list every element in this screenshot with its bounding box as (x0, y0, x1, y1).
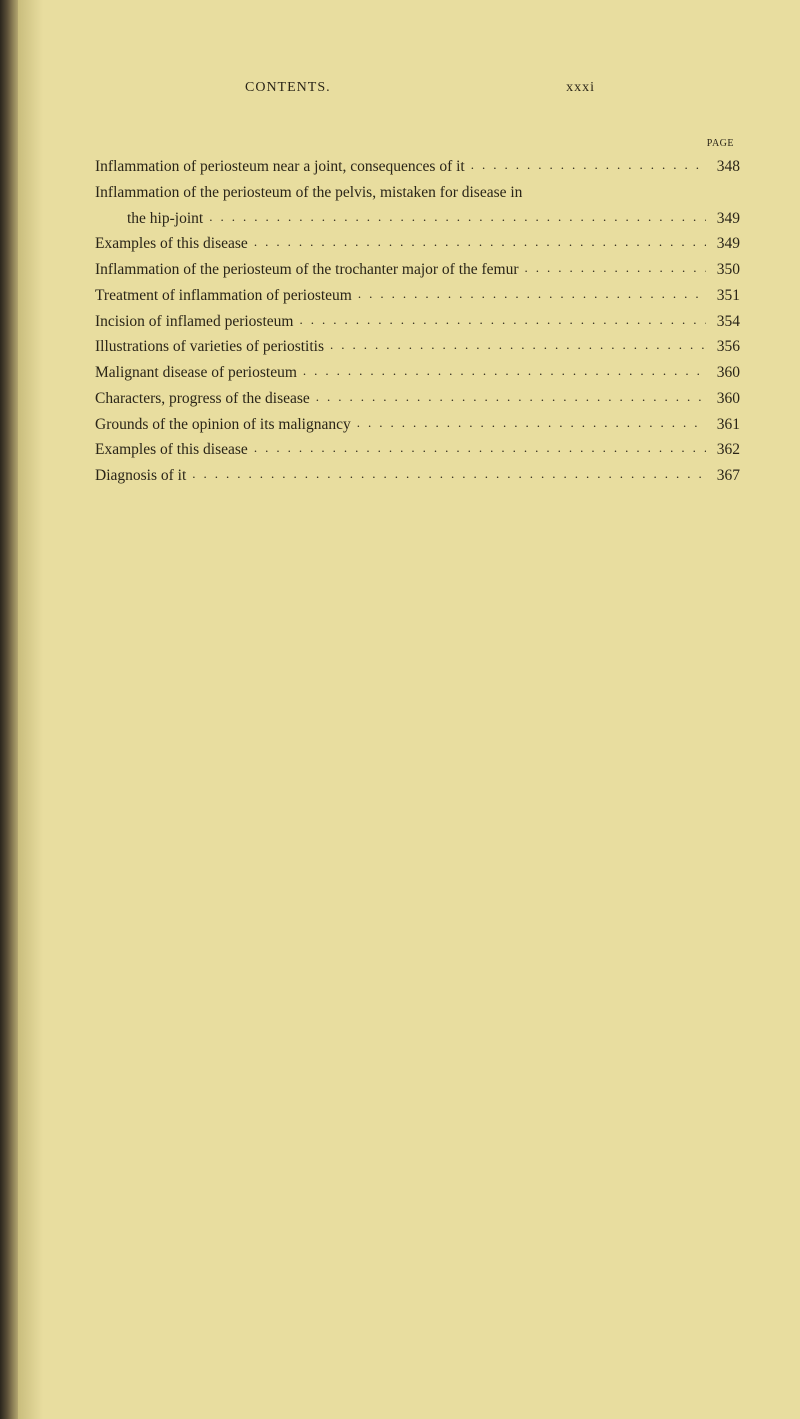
toc-entry: the hip-joint...........................… (95, 207, 740, 230)
toc-entry-text: Inflammation of the periosteum of the tr… (95, 258, 519, 281)
toc-entry-text: Malignant disease of periosteum (95, 361, 297, 384)
toc-leader-dots: ........................................… (248, 438, 706, 458)
toc-entry-page: 349 (706, 232, 740, 255)
toc-entry-page: 348 (706, 155, 740, 178)
toc-entry-page: 362 (706, 438, 740, 461)
toc-entry-text: Grounds of the opinion of its malignancy (95, 413, 351, 436)
toc-entry-text: Characters, progress of the disease (95, 387, 310, 410)
toc-entry-page: 349 (706, 207, 740, 230)
header-row: CONTENTS. xxxi (95, 80, 740, 96)
toc-entry: Inflammation of the periosteum of the tr… (95, 258, 740, 281)
toc-leader-dots: ........................................… (293, 310, 706, 330)
toc-entry-text: Inflammation of periosteum near a joint,… (95, 155, 465, 178)
page-column-label: PAGE (95, 138, 740, 149)
toc-entry: Inflammation of periosteum near a joint,… (95, 155, 740, 178)
toc-leader-dots: ........................................… (310, 387, 706, 407)
toc-entry-text: Examples of this disease (95, 438, 248, 461)
toc-entry-page: 361 (706, 413, 740, 436)
toc-leader-dots: ........................................… (351, 413, 706, 433)
toc-leader-dots: ........................................… (297, 361, 706, 381)
toc-leader-dots: ........................................… (324, 335, 706, 355)
toc-entry: Examples of this disease................… (95, 232, 740, 255)
toc-entry-text: Illustrations of varieties of periostiti… (95, 335, 324, 358)
toc-leader-dots: ........................................… (465, 155, 706, 175)
toc-entry-page: 354 (706, 310, 740, 333)
toc-entry-page: 351 (706, 284, 740, 307)
toc-entry: Examples of this disease................… (95, 438, 740, 461)
toc-entry-page: 350 (706, 258, 740, 281)
toc-entry-page: 360 (706, 361, 740, 384)
toc-entry-text: the hip-joint (127, 207, 203, 230)
page-inner-shadow (18, 0, 43, 1419)
toc-entry-page: 360 (706, 387, 740, 410)
header-title: CONTENTS. (245, 80, 331, 96)
toc-entry-text: Incision of inflamed periosteum (95, 310, 293, 333)
toc-leader-dots: ........................................… (248, 232, 706, 252)
toc-leader-dots: ........................................… (203, 207, 706, 227)
toc-entry: Characters, progress of the disease.....… (95, 387, 740, 410)
toc-entry-text: Treatment of inflammation of periosteum (95, 284, 352, 307)
toc-entry-page: 367 (706, 464, 740, 487)
toc-entry-text: Diagnosis of it (95, 464, 186, 487)
page-spine-shadow (0, 0, 18, 1419)
toc-entry: Grounds of the opinion of its malignancy… (95, 413, 740, 436)
toc-entry: Illustrations of varieties of periostiti… (95, 335, 740, 358)
toc-entry-page: 356 (706, 335, 740, 358)
toc-entry: Diagnosis of it.........................… (95, 464, 740, 487)
toc-container: Inflammation of periosteum near a joint,… (95, 155, 740, 487)
toc-entry-text: Examples of this disease (95, 232, 248, 255)
page-content: CONTENTS. xxxi PAGE Inflammation of peri… (95, 80, 740, 490)
toc-entry: Treatment of inflammation of periosteum.… (95, 284, 740, 307)
toc-entry: Malignant disease of periosteum.........… (95, 361, 740, 384)
toc-leader-dots: ........................................… (519, 258, 706, 278)
toc-entry: Incision of inflamed periosteum.........… (95, 310, 740, 333)
toc-leader-dots: ........................................… (186, 464, 706, 484)
header-page-roman: xxxi (566, 80, 595, 96)
toc-entry-wrap: Inflammation of the periosteum of the pe… (95, 181, 740, 204)
toc-leader-dots: ........................................… (352, 284, 706, 304)
